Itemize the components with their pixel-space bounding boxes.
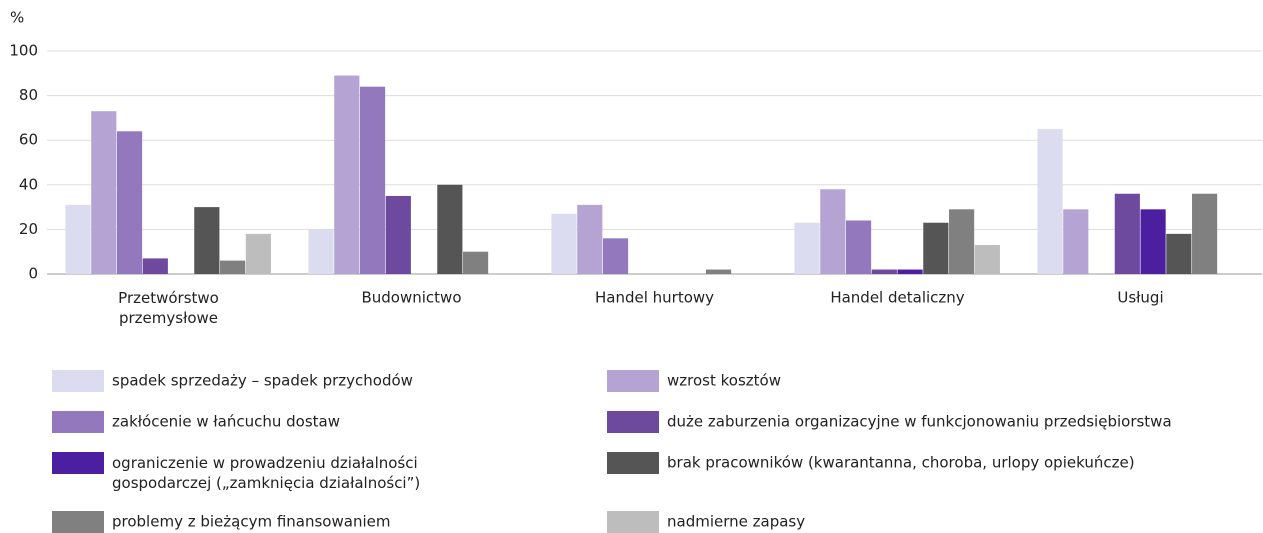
bar xyxy=(897,269,923,274)
bar xyxy=(220,260,246,274)
x-tick-label: Budownictwo xyxy=(361,289,461,307)
legend-swatch xyxy=(607,370,659,392)
bar xyxy=(308,229,334,274)
legend-swatch xyxy=(52,511,104,533)
bar xyxy=(437,184,463,274)
y-tick-label: 0 xyxy=(28,265,38,283)
legend-label: brak pracowników (kwarantanna, choroba, … xyxy=(667,454,1135,472)
bar xyxy=(1140,209,1166,274)
y-tick-label: 100 xyxy=(9,42,38,60)
bar xyxy=(463,251,489,274)
bar xyxy=(1166,233,1192,274)
y-tick-label: 80 xyxy=(19,86,38,104)
legend-swatch xyxy=(607,411,659,433)
bar xyxy=(116,131,143,274)
bar xyxy=(551,213,577,274)
bar xyxy=(142,258,168,274)
legend-label: zakłócenie w łańcuchu dostaw xyxy=(112,413,340,431)
x-tick-label: Handel hurtowy xyxy=(595,289,714,307)
x-tick-label: Przetwórstwo przemysłowe xyxy=(118,289,219,327)
legend-label: nadmierne zapasy xyxy=(667,513,805,531)
bar xyxy=(949,209,975,274)
bar xyxy=(194,207,220,274)
bar xyxy=(923,222,949,274)
bar xyxy=(871,269,897,274)
bar xyxy=(974,245,1000,274)
legend-swatch xyxy=(52,452,104,474)
bar xyxy=(245,233,271,274)
legend-label: problemy z bieżącym finansowaniem xyxy=(112,513,390,531)
bar xyxy=(820,189,846,274)
legend-swatch xyxy=(607,511,659,533)
legend-swatch xyxy=(607,452,659,474)
bar xyxy=(1114,193,1140,274)
bar xyxy=(845,220,872,274)
legend-label: duże zaburzenia organizacyjne w funkcjon… xyxy=(667,413,1172,431)
legend-swatch xyxy=(52,411,104,433)
y-tick-label: 20 xyxy=(19,220,38,238)
bar xyxy=(1192,193,1218,274)
bar xyxy=(1037,129,1063,274)
bar xyxy=(602,238,629,274)
bar xyxy=(91,111,117,275)
x-tick-label: Usługi xyxy=(1117,289,1163,307)
legend-label: spadek sprzedaży – spadek przychodów xyxy=(112,372,413,390)
bar xyxy=(65,204,91,274)
bar xyxy=(385,195,411,274)
bar xyxy=(577,204,603,274)
legend-label: wzrost kosztów xyxy=(667,372,781,390)
y-tick-label: 40 xyxy=(19,175,38,193)
legend-label: ograniczenie w prowadzeniu działalności g… xyxy=(112,454,420,492)
bar xyxy=(794,222,820,274)
y-tick-label: 60 xyxy=(19,131,38,149)
bar xyxy=(1063,209,1089,274)
bar xyxy=(706,269,732,274)
legend-swatch xyxy=(52,370,104,392)
bar xyxy=(334,75,360,274)
y-axis-label: % xyxy=(10,9,24,27)
x-tick-label: Handel detaliczny xyxy=(830,289,964,307)
bar xyxy=(359,86,386,275)
